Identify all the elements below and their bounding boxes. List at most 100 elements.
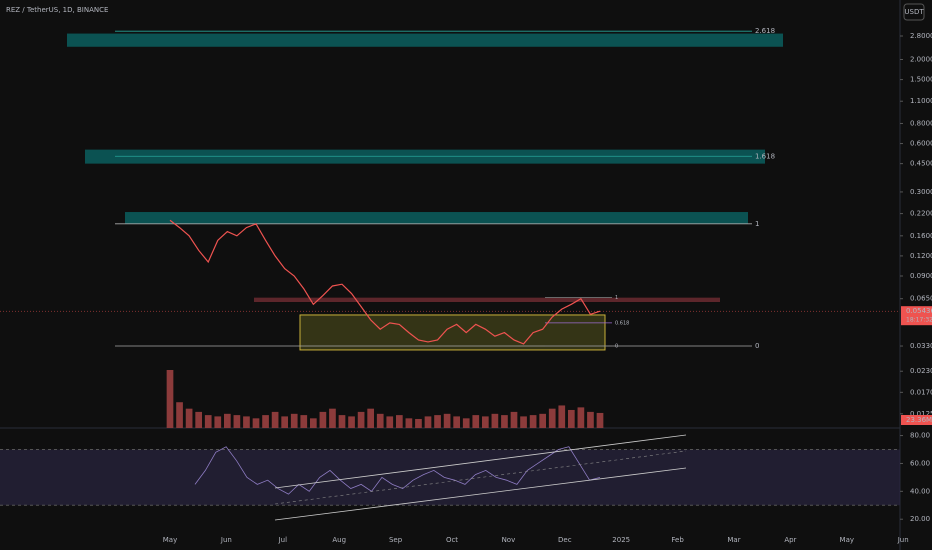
fib-label: 1.618 [755,152,775,160]
volume-bar [510,411,518,428]
volume-bar [395,415,403,428]
y-tick-label: 0.02300 [910,367,932,375]
small-fib-label: 0 [615,344,618,350]
last-price-label: 0.05436 [906,307,932,315]
zone [254,297,720,303]
volume-bar [405,418,413,428]
rsi-tick-label: 60.00 [910,459,930,467]
currency-button[interactable] [903,3,925,21]
volume-bar [567,409,575,428]
volume-bar [195,411,203,428]
y-tick-label: 0.06500 [910,295,932,303]
volume-label-box [901,415,932,425]
y-tick-label: 1.10000 [910,97,932,105]
volume-bar [587,411,594,428]
volume-bar [577,407,585,428]
last-price-box [901,306,932,326]
volume-bar [252,418,260,428]
y-tick-label: 2.80000 [910,32,932,40]
y-tick-label: 0.30000 [910,188,932,196]
volume-bar [243,416,250,428]
small-fib-label: 1 [615,295,618,301]
volume-bar [319,411,327,428]
y-tick-label: 1.50000 [910,76,932,84]
x-tick-label: Mar [727,536,740,544]
y-tick-label: 0.01700 [910,388,932,396]
y-tick-label: 0.03300 [910,342,932,350]
x-tick-label: Jun [220,536,232,544]
rsi-tick-label: 80.00 [910,432,930,440]
volume-bar [481,416,489,428]
rsi-tick-label: 40.00 [910,487,930,495]
volume-bar [329,408,336,428]
volume-bar [271,411,279,428]
x-tick-label: 2025 [612,536,630,544]
volume-bar [424,416,432,428]
volume-bar [520,416,527,428]
volume-bar [214,416,222,428]
y-tick-label: 0.45000 [910,160,932,168]
volume-bar [501,415,508,428]
volume-bar [176,402,183,428]
channel-line [274,467,687,521]
fib-label: 0 [755,342,759,350]
volume-bar [558,405,566,428]
volume-bar [367,408,375,428]
y-tick-label: 0.60000 [910,140,932,148]
y-tick-label: 0.16000 [910,232,932,240]
volume-bar [472,415,480,428]
y-tick-label: 0.12000 [910,252,932,260]
volume-bar [357,411,365,428]
volume-bar [281,416,289,428]
volume-bar [386,416,394,428]
channel-line [274,434,687,489]
volume-bar [376,413,384,428]
x-tick-label: Dec [558,536,572,544]
price-line [169,219,601,345]
x-tick-label: Jun [897,536,909,544]
volume-bar [290,413,298,428]
fib-label: 2.618 [755,27,775,35]
volume-bar [491,413,499,428]
x-tick-label: Aug [332,536,346,544]
y-tick-label: 2.00000 [910,55,932,63]
volume-bar [204,415,212,428]
zone [299,314,606,351]
x-tick-label: Nov [502,536,516,544]
x-tick-label: Oct [446,536,458,544]
volume-bar [300,415,308,428]
fib-label: 1 [755,220,759,228]
y-tick-label: 0.01250 [910,410,932,418]
x-tick-label: Feb [671,536,684,544]
volume-bar [462,418,470,428]
x-tick-label: Sep [389,536,403,544]
volume-bar [434,415,441,428]
volume-bar [348,416,355,428]
volume-bar [309,418,317,428]
volume-label: 23.36M [906,416,932,424]
volume-bar [415,418,422,428]
x-tick-label: Jul [278,536,288,544]
volume-bar [529,415,537,428]
volume-bar [233,415,241,428]
volume-bar [166,370,174,428]
x-tick-label: May [840,536,854,544]
y-tick-label: 0.80000 [910,119,932,127]
volume-bar [539,413,547,428]
volume-bar [338,415,346,428]
countdown-label: 18:17:32 [906,317,932,324]
zone [67,33,783,47]
x-tick-label: Apr [784,536,796,544]
volume-bar [185,408,193,428]
rsi-line [194,446,601,495]
volume-bar [262,415,269,428]
rsi-band [0,449,900,506]
volume-bar [453,416,461,428]
small-fib-label: 0.618 [615,320,629,326]
currency-button-label[interactable]: USDT [904,8,924,16]
y-tick-label: 0.09000 [910,272,932,280]
volume-bar [548,408,556,428]
rsi-tick-label: 20.00 [910,515,930,523]
volume-bar [223,413,231,428]
